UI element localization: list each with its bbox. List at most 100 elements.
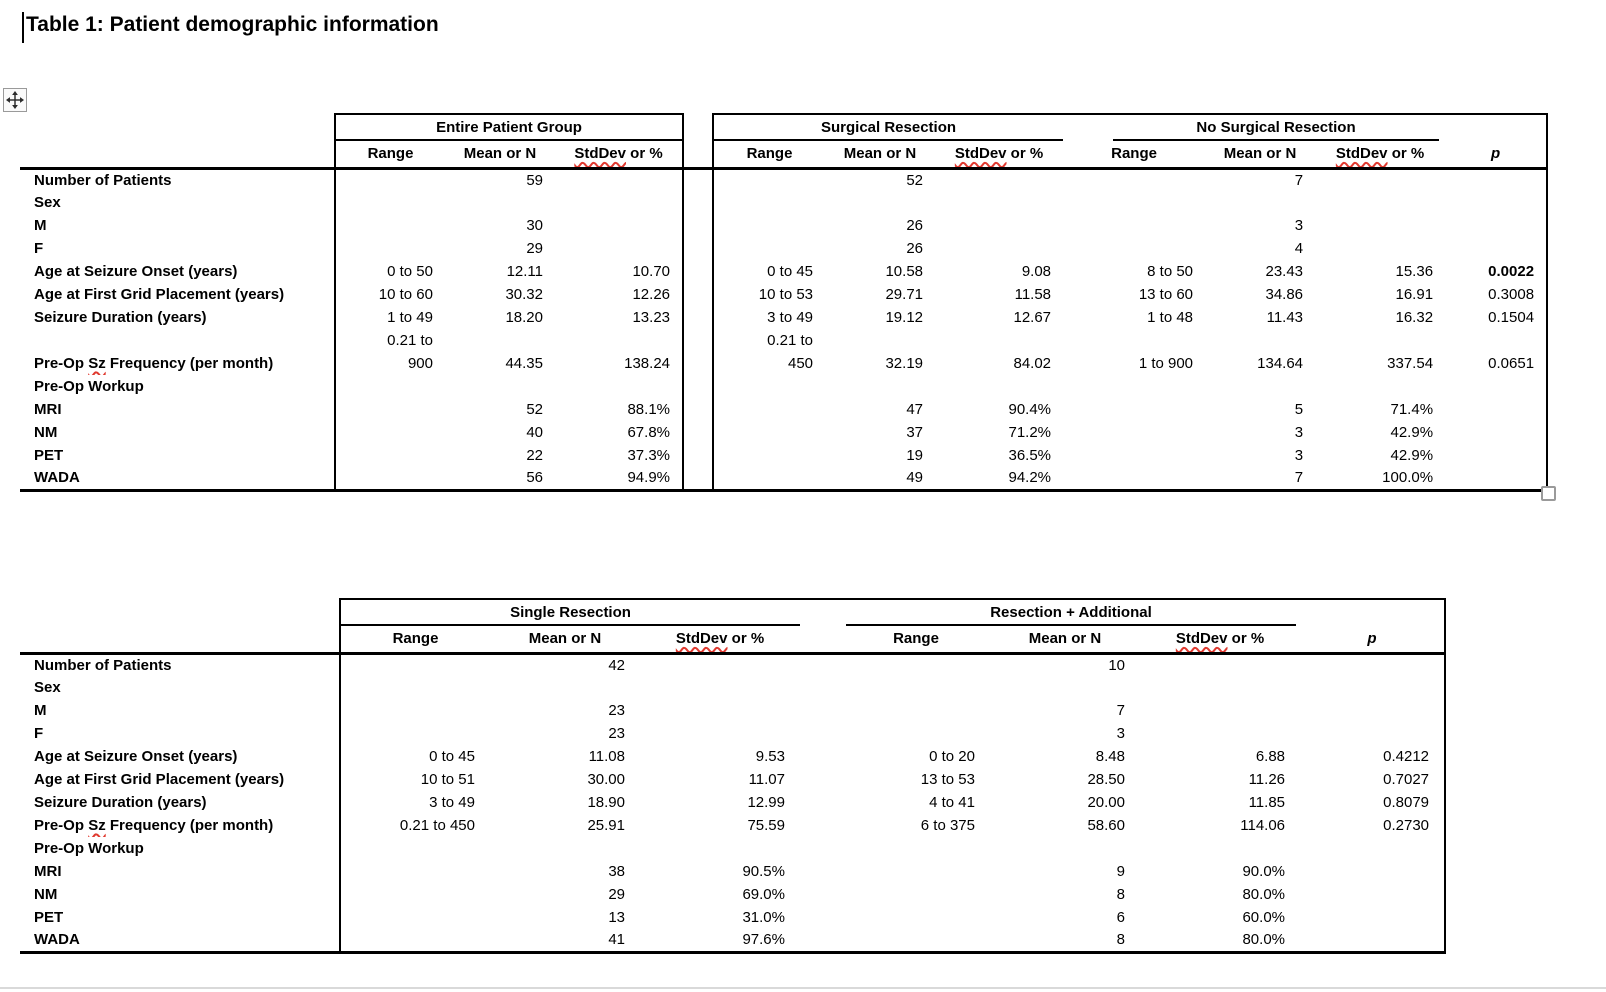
group-header-label: No Surgical Resection bbox=[1113, 116, 1440, 141]
table-row: Pre-Op Sz Frequency (per month) 0.21 to 4… bbox=[20, 814, 1447, 837]
value-cell bbox=[1063, 444, 1205, 467]
table-resize-handle[interactable] bbox=[1541, 486, 1556, 501]
value-cell: 67.8% bbox=[555, 421, 685, 444]
row-label: Sex bbox=[34, 679, 61, 696]
row-label: NM bbox=[34, 886, 58, 903]
value-cell: 3 bbox=[1294, 447, 1304, 464]
value-cell: 94.9% bbox=[555, 467, 685, 492]
value-cell bbox=[1063, 237, 1205, 260]
spacer-cell bbox=[800, 598, 842, 626]
value-cell bbox=[935, 214, 1063, 237]
row-label: Seizure Duration (years) bbox=[34, 309, 207, 326]
value-cell: 90.5% bbox=[742, 863, 785, 880]
value-cell: 10 bbox=[1108, 656, 1125, 674]
value-cell: 0 to 20 bbox=[929, 748, 975, 765]
row-label: Number of Patients bbox=[34, 656, 172, 674]
row-label: MRI bbox=[34, 401, 62, 418]
value-cell bbox=[1063, 398, 1205, 421]
value-cell: 59 bbox=[526, 171, 543, 189]
spacer-cell bbox=[683, 444, 713, 467]
value-cell bbox=[555, 329, 685, 352]
value-cell: 138.24 bbox=[555, 352, 685, 375]
p-column-spacer bbox=[1300, 598, 1447, 626]
value-cell: 134.64 bbox=[1257, 355, 1304, 372]
row-label-header bbox=[20, 141, 335, 170]
value-cell: 22 bbox=[526, 447, 543, 464]
value-cell: 10.70 bbox=[555, 260, 685, 283]
value-cell bbox=[1063, 467, 1206, 492]
group-header-resection-additional: Resection + Additional bbox=[842, 598, 1301, 626]
value-cell bbox=[445, 329, 555, 352]
spacer-cell bbox=[683, 191, 713, 214]
value-cell: 10 to 60 bbox=[334, 283, 445, 306]
table-row: 0.21 to 0.21 to bbox=[20, 329, 1549, 352]
value-cell: 0.4212 bbox=[1300, 745, 1447, 768]
value-cell: 4 bbox=[1294, 240, 1304, 257]
value-cell: 97.6% bbox=[640, 929, 800, 954]
value-cell bbox=[1063, 168, 1205, 191]
value-cell: 47 bbox=[906, 401, 924, 418]
value-cell: 11.07 bbox=[748, 771, 785, 788]
value-cell bbox=[842, 722, 990, 745]
stddev-word: StdDev bbox=[1335, 145, 1388, 163]
value-cell: 49 bbox=[825, 467, 936, 492]
value-cell: 41 bbox=[490, 929, 640, 954]
value-cell: 1 to 49 bbox=[334, 306, 445, 329]
value-cell bbox=[334, 398, 445, 421]
value-cell bbox=[1315, 237, 1445, 260]
value-cell: 26 bbox=[906, 217, 924, 234]
value-cell bbox=[1300, 929, 1447, 954]
value-cell: 37 bbox=[906, 424, 924, 441]
group-header-label: Entire Patient Group bbox=[337, 116, 682, 141]
label-text: Pre-Op bbox=[34, 817, 89, 834]
value-cell bbox=[640, 653, 800, 676]
value-cell: 6 bbox=[1116, 909, 1125, 926]
value-cell: 0.7027 bbox=[1300, 768, 1447, 791]
value-cell: 84.02 bbox=[1013, 355, 1052, 372]
value-cell: 80.0% bbox=[1242, 886, 1286, 903]
value-cell bbox=[1300, 837, 1447, 860]
value-cell bbox=[339, 653, 490, 676]
value-cell: 44.35 bbox=[505, 355, 543, 372]
value-cell: 114.06 bbox=[1240, 817, 1286, 834]
table-row: Age at First Grid Placement (years) 10 to… bbox=[20, 283, 1549, 306]
value-cell: 10.58 bbox=[885, 263, 924, 280]
stddev-rest: or % bbox=[727, 630, 765, 648]
document-title[interactable]: Table 1: Patient demographic information bbox=[26, 13, 439, 36]
value-cell bbox=[1445, 467, 1549, 492]
value-cell: 13 to 60 bbox=[1138, 286, 1194, 303]
value-cell: 6 to 375 bbox=[920, 817, 975, 834]
table2-body: Number of Patients 42 10 Sex M 23 7 F 23 3 Age at … bbox=[20, 653, 1447, 954]
value-cell: 3 to 49 bbox=[712, 306, 826, 329]
value-cell: 88.1% bbox=[555, 398, 685, 421]
value-cell bbox=[334, 237, 445, 260]
row-label: Age at Seizure Onset (years) bbox=[34, 263, 238, 280]
value-cell: 15.36 bbox=[1395, 263, 1434, 280]
row-label: Age at First Grid Placement (years) bbox=[34, 771, 285, 788]
value-cell bbox=[1140, 676, 1300, 699]
stddev-word: StdDev bbox=[954, 145, 1007, 163]
value-cell: 20.00 bbox=[1087, 794, 1125, 811]
value-cell bbox=[334, 375, 445, 398]
table-row: Number of Patients 59 52 7 bbox=[20, 168, 1549, 191]
group-header-entire-patient-group: Entire Patient Group bbox=[333, 113, 685, 141]
value-cell: 75.59 bbox=[747, 817, 785, 834]
value-cell: 8 bbox=[990, 929, 1140, 954]
spacer-cell bbox=[800, 929, 842, 954]
row-label: F bbox=[34, 240, 44, 257]
value-cell: 3 bbox=[1294, 217, 1304, 234]
value-cell bbox=[334, 421, 445, 444]
value-cell bbox=[712, 444, 826, 467]
value-cell bbox=[712, 467, 826, 492]
move-arrows-icon bbox=[6, 91, 24, 109]
value-cell bbox=[1300, 906, 1447, 929]
value-cell bbox=[339, 699, 490, 722]
group-header-single-resection: Single Resection bbox=[339, 598, 800, 626]
value-cell: 3 bbox=[1116, 725, 1125, 742]
value-cell: 0.21 to bbox=[712, 329, 826, 352]
stddev-rest: or % bbox=[626, 145, 663, 163]
value-cell: 30 bbox=[526, 217, 543, 234]
table-move-handle[interactable] bbox=[3, 88, 27, 112]
value-cell bbox=[935, 237, 1063, 260]
row-label: M bbox=[34, 217, 47, 234]
